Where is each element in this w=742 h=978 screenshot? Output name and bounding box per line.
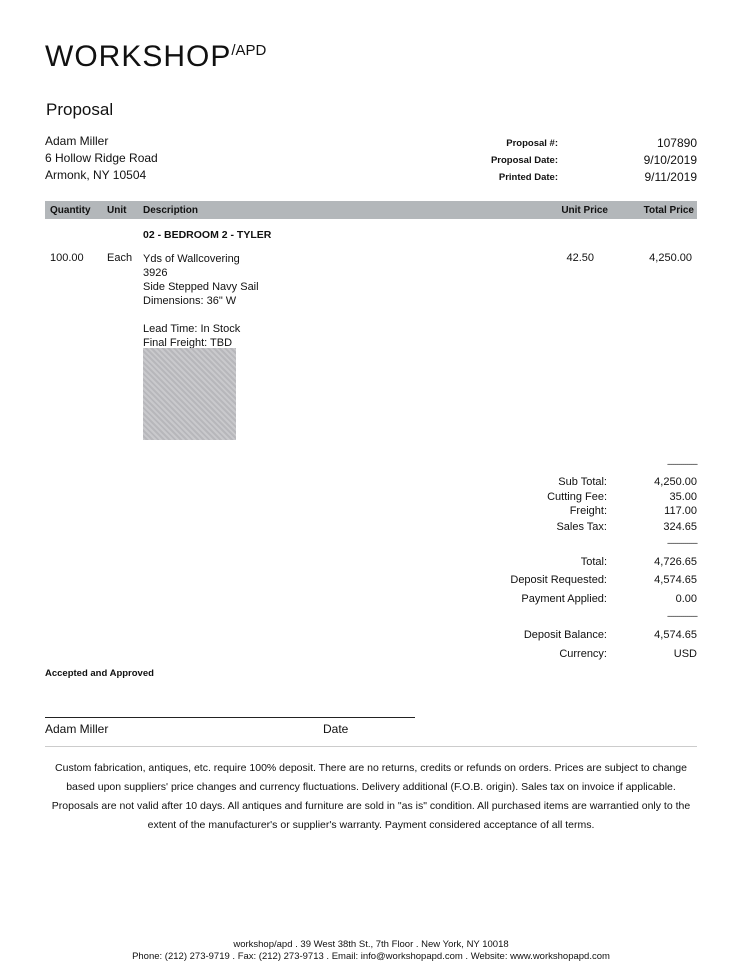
freight-value: 117.00 xyxy=(664,505,697,517)
payment-applied-value: 0.00 xyxy=(675,593,697,605)
customer-street: 6 Hollow Ridge Road xyxy=(45,151,158,165)
signature-name: Adam Miller xyxy=(45,722,109,736)
separator: --------------- xyxy=(667,538,698,548)
accepted-heading: Accepted and Approved xyxy=(45,668,154,679)
total-label: Total: xyxy=(580,556,607,568)
item-unit: Each xyxy=(107,252,133,264)
sales-tax-value: 324.65 xyxy=(663,521,697,533)
item-line: Yds of Wallcovering xyxy=(143,253,240,265)
currency-value: USD xyxy=(673,648,697,660)
footer-contact: Phone: (212) 273-9719 . Fax: (212) 273-9… xyxy=(132,951,610,962)
terms-text: Custom fabrication, antiques, etc. requi… xyxy=(51,762,691,831)
item-line: Dimensions: 36" W xyxy=(143,295,237,307)
payment-applied-label: Payment Applied: xyxy=(521,593,607,605)
total-value: 4,726.65 xyxy=(654,556,697,568)
item-line: 3926 xyxy=(143,267,168,279)
customer-name: Adam Miller xyxy=(45,134,109,148)
logo-text: WORKSHOP xyxy=(45,40,232,73)
proposal-date: 9/10/2019 xyxy=(643,153,697,167)
logo-suffix: /APD xyxy=(231,42,267,59)
divider xyxy=(45,746,697,747)
signature-date-label: Date xyxy=(323,722,349,736)
deposit-balance-label: Deposit Balance: xyxy=(523,629,607,641)
customer-city: Armonk, NY 10504 xyxy=(45,168,147,182)
proposal-meta: Proposal #: 107890 Proposal Date: 9/10/201… xyxy=(460,135,697,186)
subtotal-label: Sub Total: xyxy=(558,476,607,488)
customer-address: Adam Miller 6 Hollow Ridge Road Armonk, … xyxy=(45,133,158,184)
col-unit: Unit xyxy=(107,205,127,216)
footer-address: workshop/apd . 39 West 38th St., 7th Flo… xyxy=(233,939,509,950)
col-description: Description xyxy=(143,205,199,216)
item-unit-price: 42.50 xyxy=(566,252,594,264)
proposal-date-label: Proposal Date: xyxy=(490,155,558,166)
deposit-requested-value: 4,574.65 xyxy=(654,574,697,586)
footer: workshop/apd . 39 West 38th St., 7th Flo… xyxy=(0,939,742,963)
separator: --------------- xyxy=(667,611,698,621)
table-header: Quantity Unit Description Unit Price Tot… xyxy=(45,201,697,219)
final-freight: Final Freight: TBD xyxy=(143,337,233,349)
signature-line xyxy=(45,717,415,718)
col-total-price: Total Price xyxy=(643,205,694,216)
deposit-balance-value: 4,574.65 xyxy=(654,629,697,641)
lead-time: Lead Time: In Stock xyxy=(143,323,241,335)
item-total-price: 4,250.00 xyxy=(649,252,692,264)
cutting-fee-label: Cutting Fee: xyxy=(547,491,607,503)
proposal-number: 107890 xyxy=(656,136,697,150)
proposal-number-label: Proposal #: xyxy=(506,138,558,149)
item-line: Side Stepped Navy Sail xyxy=(143,281,259,293)
item-quantity: 100.00 xyxy=(50,252,84,264)
currency-label: Currency: xyxy=(559,648,607,660)
sales-tax-label: Sales Tax: xyxy=(556,521,607,533)
col-quantity: Quantity xyxy=(50,205,91,216)
page-title: Proposal xyxy=(46,100,114,119)
company-logo: WORKSHOP/APD xyxy=(45,40,266,74)
cutting-fee-value: 35.00 xyxy=(669,491,697,503)
subtotal-value: 4,250.00 xyxy=(654,476,697,488)
separator: --------------- xyxy=(667,459,698,469)
printed-date: 9/11/2019 xyxy=(644,170,698,184)
freight-label: Freight: xyxy=(569,505,607,517)
deposit-requested-label: Deposit Requested: xyxy=(510,574,607,586)
section-title: 02 - BEDROOM 2 - TYLER xyxy=(143,229,272,241)
col-unit-price: Unit Price xyxy=(561,205,608,216)
printed-date-label: Printed Date: xyxy=(498,172,558,183)
product-swatch-image xyxy=(143,348,236,440)
item-description: Yds of Wallcovering 3926 Side Stepped Na… xyxy=(143,252,259,350)
